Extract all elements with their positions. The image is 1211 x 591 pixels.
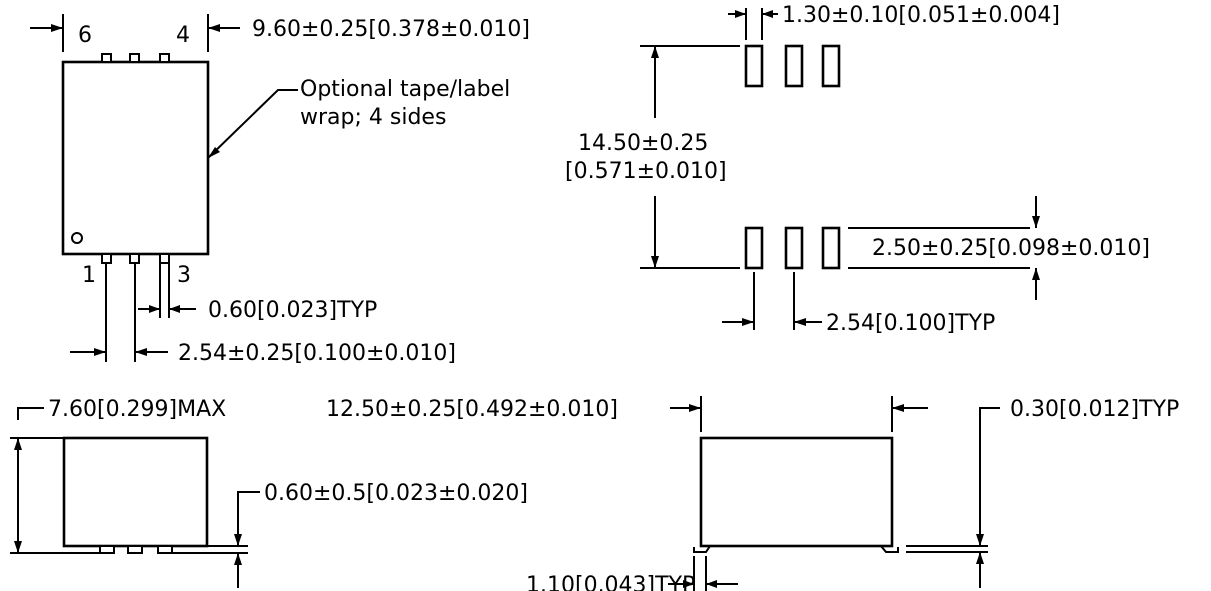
arrowhead — [735, 10, 746, 18]
arrowhead — [651, 256, 659, 268]
pad — [821, 226, 841, 270]
tape-label-note: wrap; 4 sides — [300, 105, 446, 130]
gull-wing-lead — [693, 545, 712, 553]
arrowhead — [892, 404, 904, 412]
pad — [784, 44, 804, 88]
height-max-dim: 7.60[0.299]MAX — [48, 397, 226, 422]
note-leader — [17, 407, 44, 420]
arrowhead — [1032, 268, 1040, 280]
lead-length-dim: 1.10[0.043]TYP — [526, 573, 695, 591]
arrowhead — [234, 534, 242, 546]
lead — [99, 545, 115, 554]
pin-pitch-dim: 2.54±0.25[0.100±0.010] — [178, 341, 456, 366]
side-view-body — [699, 436, 894, 548]
gull-wing-lead — [878, 545, 899, 553]
arrowhead — [651, 46, 659, 58]
pin-5 — [129, 53, 140, 63]
arrowhead — [689, 404, 701, 412]
land-pattern: 1.30±0.10[0.051±0.004] 14.50±0.25 [0.571… — [565, 3, 1150, 336]
side-view: 12.50±0.25[0.492±0.010] 0.30[0.012]TYP 1… — [326, 396, 1179, 591]
arrowhead — [149, 305, 160, 313]
body-length-dim: 12.50±0.25[0.492±0.010] — [326, 397, 618, 422]
arrowhead — [762, 10, 773, 18]
top-view: 6 4 1 3 9.60±0.25[0.378±0.010] Optional … — [30, 14, 530, 366]
pin-6-label: 6 — [78, 23, 92, 48]
pin-1-marker-icon — [71, 232, 83, 244]
pad-length-dim: 2.50±0.25[0.098±0.010] — [872, 236, 1150, 261]
arrowhead — [794, 318, 806, 326]
pad — [821, 44, 841, 88]
arrowhead — [208, 147, 220, 158]
arrowhead — [742, 318, 754, 326]
arrowhead — [234, 553, 242, 565]
pin-4-label: 4 — [176, 23, 190, 48]
pin-6 — [101, 53, 112, 63]
arrowhead — [976, 552, 984, 564]
row-span-dim: [0.571±0.010] — [565, 159, 727, 184]
pin-4 — [159, 53, 170, 63]
arrowhead — [14, 438, 22, 450]
pin-3 — [159, 253, 170, 264]
pad-pitch-dim: 2.54[0.100]TYP — [826, 311, 995, 336]
arrowhead — [706, 580, 717, 588]
end-view: 7.60[0.299]MAX 0.60±0.5[0.023±0.020] — [10, 397, 528, 588]
pin-3-label: 3 — [177, 263, 191, 288]
pad — [784, 226, 804, 270]
arrowhead — [51, 24, 63, 32]
pad — [744, 226, 764, 270]
row-span-dim: 14.50±0.25 — [578, 131, 708, 156]
pin-1-label: 1 — [82, 263, 96, 288]
arrowhead — [1032, 216, 1040, 228]
end-view-body — [62, 436, 209, 548]
arrowhead — [94, 348, 106, 356]
dimension-leader — [237, 491, 260, 546]
note-leader — [207, 89, 298, 159]
arrowhead — [135, 348, 147, 356]
pin-width-dim: 0.60[0.023]TYP — [208, 298, 377, 323]
lead-thickness-dim: 0.30[0.012]TYP — [1010, 397, 1179, 422]
arrowhead — [208, 24, 220, 32]
lead — [157, 545, 173, 554]
pin-2 — [129, 253, 140, 264]
arrowhead — [976, 534, 984, 546]
lead — [127, 545, 143, 554]
body-width-dim: 9.60±0.25[0.378±0.010] — [252, 17, 530, 42]
pin-1 — [101, 253, 112, 264]
standoff-dim: 0.60±0.5[0.023±0.020] — [264, 481, 528, 506]
pad-width-dim: 1.30±0.10[0.051±0.004] — [782, 3, 1060, 28]
package-body-outline — [61, 60, 210, 256]
arrowhead — [683, 580, 694, 588]
tape-label-note: Optional tape/label — [300, 77, 510, 102]
arrowhead — [169, 305, 180, 313]
arrowhead — [14, 541, 22, 553]
pad — [744, 44, 764, 88]
dimension-leader — [979, 407, 1000, 546]
